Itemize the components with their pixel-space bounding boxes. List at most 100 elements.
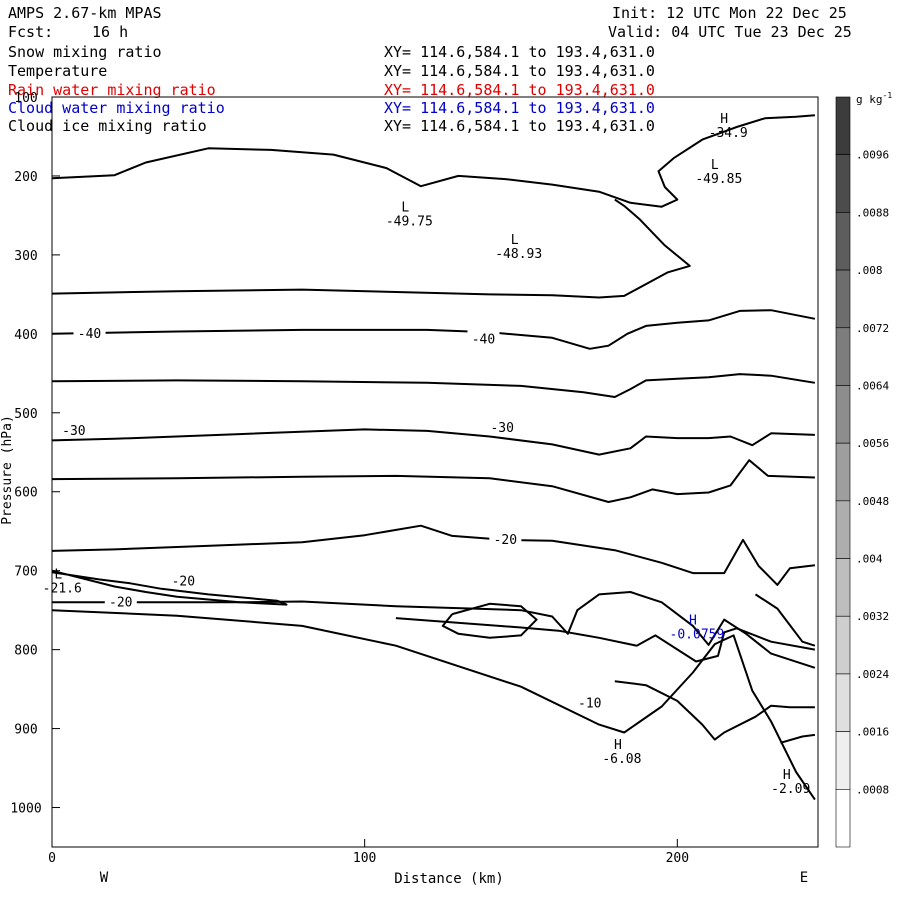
y-tick-label: 500 <box>14 407 37 422</box>
contour-label-bg <box>467 330 500 346</box>
contour-label-bg <box>73 324 106 340</box>
colorbar-tick-label: .0032 <box>856 610 889 623</box>
y-tick-label: 1000 <box>10 802 41 817</box>
colorbar-swatch <box>835 385 851 444</box>
contour-label-bg <box>104 593 137 609</box>
extremum-kind: H <box>720 112 728 127</box>
temperature-contour-11 <box>395 617 816 663</box>
contour-label-bg <box>57 421 90 437</box>
temperature-contour-2 <box>51 309 816 350</box>
colorbar-swatch <box>835 615 851 675</box>
colorbar-tick-label: .004 <box>856 553 883 566</box>
colorbar-tick-label: .0024 <box>856 668 889 681</box>
temperature-contour-6 <box>51 524 816 586</box>
colorbar-swatch <box>835 558 851 617</box>
y-axis-label: Pressure (hPa) <box>0 415 15 525</box>
colorbar-swatch <box>835 327 851 386</box>
y-tick-label: 900 <box>14 723 37 738</box>
y-tick-label: 700 <box>14 565 37 580</box>
header-model: AMPS 2.67-km MPAS <box>8 4 162 22</box>
colorbar-tick-label: .0048 <box>856 495 889 508</box>
contour-label: -20 <box>172 575 195 590</box>
y-tick-label: 300 <box>14 249 37 264</box>
colorbar-swatch <box>835 442 851 502</box>
x-end-label-right: E <box>800 870 808 886</box>
extremum-value: -21.6 <box>43 582 82 597</box>
extremum-kind: H <box>783 768 791 783</box>
colorbar-tick-label: .008 <box>856 264 883 277</box>
contour-label: -20 <box>109 595 132 610</box>
y-tick-label: 400 <box>14 328 37 343</box>
temperature-contour-12 <box>614 680 815 741</box>
x-tick-label: 100 <box>353 851 376 866</box>
contour-label-bg <box>486 418 519 434</box>
x-axis-label: Distance (km) <box>394 871 504 887</box>
colorbar-tick-label: .0064 <box>856 379 889 392</box>
field-name-rain: Rain water mixing ratio <box>8 81 216 99</box>
colorbar-tick-label: .0008 <box>856 783 889 796</box>
temperature-contour-3 <box>51 373 816 398</box>
temperature-contour-1 <box>51 198 691 299</box>
colorbar-swatch <box>835 269 851 329</box>
colorbar-tick-label: .0016 <box>856 726 889 739</box>
contour-label: -20 <box>494 533 517 548</box>
field-name-snow: Snow mixing ratio <box>8 43 162 61</box>
y-tick-label: 600 <box>14 486 37 501</box>
temperature-contour-14 <box>780 733 816 744</box>
field-xy-rain: XY= 114.6,584.1 to 193.4,631.0 <box>384 81 655 99</box>
contour-label-bg <box>489 530 522 546</box>
colorbar-swatch <box>835 212 851 271</box>
colorbar-swatch <box>835 673 851 732</box>
header-fcst-value: 16 h <box>92 23 129 41</box>
colorbar-swatch <box>835 96 851 155</box>
colorbar-unit: g kg-1 <box>856 91 892 106</box>
temperature-contour-0 <box>51 114 815 208</box>
y-tick-label: 200 <box>14 170 37 185</box>
extremum-kind: L <box>401 200 409 215</box>
extremum-kind: H <box>614 738 622 753</box>
colorbar-tick-label: .0088 <box>856 206 889 219</box>
field-name-cloud-ice: Cloud ice mixing ratio <box>8 117 207 135</box>
temperature-contour-13 <box>754 593 816 647</box>
x-tick-label: 200 <box>666 851 689 866</box>
colorbar-swatch <box>835 789 851 848</box>
header-init: Init: 12 UTC Mon 22 Dec 25 <box>612 4 847 22</box>
field-xy-snow: XY= 114.6,584.1 to 193.4,631.0 <box>384 43 655 61</box>
temperature-contour-4 <box>51 428 815 456</box>
temperature-contour-10 <box>441 602 538 639</box>
field-name-temperature: Temperature <box>8 62 108 80</box>
contour-label-bg <box>573 694 606 710</box>
extremum-kind: L <box>711 158 719 173</box>
contour-label: -30 <box>490 421 513 436</box>
contour-label: -10 <box>578 696 601 711</box>
colorbar-tick-label: .0096 <box>856 149 889 162</box>
extremum-value: -48.93 <box>495 247 542 262</box>
temperature-contour-5 <box>51 459 815 503</box>
field-xy-cloud-water: XY= 114.6,584.1 to 193.4,631.0 <box>384 99 655 117</box>
contour-label-bg <box>167 572 200 588</box>
extremum-value: -49.75 <box>386 214 433 229</box>
y-tick-label: 800 <box>14 644 37 659</box>
plot-frame <box>51 96 819 848</box>
x-tick-label: 0 <box>48 851 56 866</box>
y-tick-label: 100 <box>14 91 37 106</box>
contour-label: -30 <box>62 424 85 439</box>
field-xy-temperature: XY= 114.6,584.1 to 193.4,631.0 <box>384 62 655 80</box>
colorbar-unit-exponent: -1 <box>883 91 893 100</box>
colorbar-tick-label: .0072 <box>856 322 889 335</box>
extremum-value: -0.0759 <box>670 627 725 642</box>
contour-label: -40 <box>472 332 495 347</box>
extremum-kind: L <box>54 568 62 583</box>
temperature-contour-8 <box>51 569 288 606</box>
extremum-kind: H <box>689 613 697 628</box>
header-fcst-label: Fcst: <box>8 23 54 41</box>
extremum-value: -6.08 <box>602 752 641 767</box>
contour-label: -40 <box>78 327 101 342</box>
extremum-value: -2.09 <box>771 782 810 797</box>
colorbar-swatch <box>835 500 851 559</box>
extremum-kind: L <box>511 233 519 248</box>
temperature-contour-9 <box>52 591 816 669</box>
field-name-cloud-water: Cloud water mixing ratio <box>8 99 225 117</box>
extremum-value: -49.85 <box>695 172 742 187</box>
